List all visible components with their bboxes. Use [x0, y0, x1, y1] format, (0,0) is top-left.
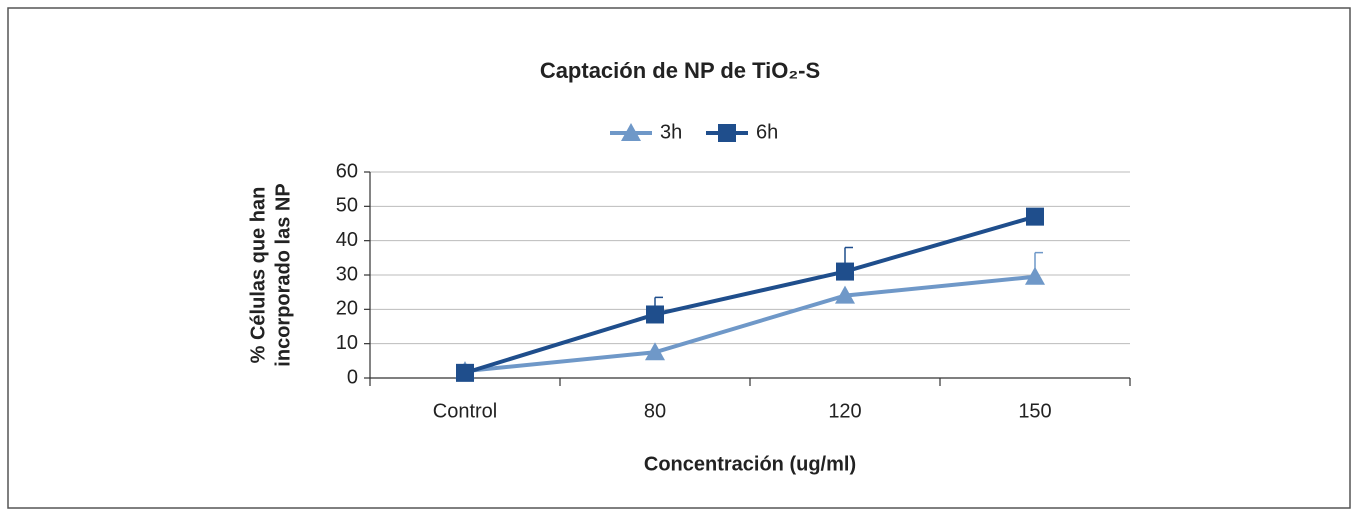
y-tick-label: 60: [336, 160, 358, 182]
data-point: [1026, 207, 1044, 226]
x-tick-label: Control: [433, 400, 497, 422]
y-tick-label: 20: [336, 298, 358, 320]
y-tick-label: 0: [347, 366, 358, 388]
data-point: [456, 363, 474, 382]
x-tick-label: 150: [1018, 400, 1051, 422]
series-line: [464, 214, 1036, 375]
data-point: [836, 262, 854, 281]
data-point: [835, 285, 855, 304]
y-axis-label-line: % Células que han: [247, 187, 269, 364]
x-tick-label: 120: [828, 400, 861, 422]
legend-marker: [621, 123, 641, 141]
y-axis-label-line: incorporado las NP: [272, 183, 294, 366]
y-axis-label: % Células que han incorporado las NP: [247, 183, 294, 366]
y-tick-label: 50: [336, 195, 358, 217]
x-axis-label: Concentración (ug/ml): [644, 453, 856, 475]
legend-label: 6h: [756, 121, 778, 143]
chart-border: [7, 7, 1351, 509]
y-tick-label: 10: [336, 332, 358, 354]
series-line: [464, 274, 1036, 374]
data-point: [646, 305, 664, 324]
chart-title: Captación de NP de TiO₂-S: [540, 58, 820, 83]
data-point: [645, 342, 665, 361]
x-tick-label: 80: [644, 400, 666, 422]
legend-marker: [718, 124, 736, 142]
y-tick-label: 30: [336, 263, 358, 285]
data-point: [1025, 266, 1045, 285]
legend-label: 3h: [660, 121, 682, 143]
y-tick-label: 40: [336, 229, 358, 251]
